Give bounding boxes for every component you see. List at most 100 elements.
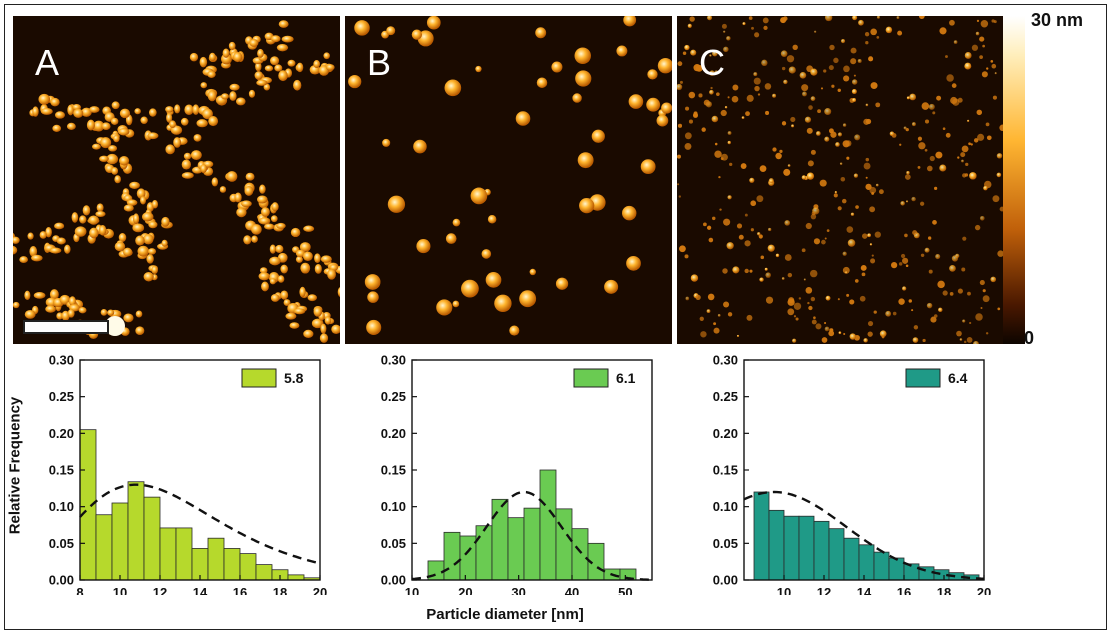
afm-particle: [677, 83, 683, 91]
afm-particle: [801, 248, 806, 253]
hist-b-xtick-label-4: 50: [618, 585, 632, 595]
hist-c-xtick-label-4: 18: [937, 585, 951, 595]
afm-particle: [281, 35, 294, 43]
afm-particle: [786, 55, 795, 63]
afm-particle: [726, 36, 731, 41]
afm-particle: [835, 142, 840, 147]
afm-particle: [123, 313, 134, 323]
afm-particle: [146, 254, 154, 264]
afm-particle: [81, 107, 92, 117]
afm-particle: [809, 269, 818, 278]
afm-particle: [45, 305, 56, 313]
afm-particle: [626, 255, 641, 271]
afm-particle: [209, 52, 216, 62]
afm-particle: [749, 177, 755, 183]
afm-particle: [850, 58, 857, 65]
afm-particle: [61, 310, 70, 321]
hist-a-ytick-label-0: 0.00: [49, 573, 74, 588]
afm-particle: [183, 152, 192, 160]
afm-particle: [255, 61, 262, 72]
hist-b-bar-8: [555, 508, 573, 581]
hist-b-bar-3: [475, 525, 493, 581]
hist-a-ytick-label-3: 0.15: [49, 463, 74, 478]
afm-particle: [852, 16, 858, 21]
afm-particle: [783, 16, 788, 21]
afm-particle: [981, 71, 988, 78]
afm-particle: [982, 289, 986, 293]
afm-particle: [245, 172, 255, 181]
hist-c-bar-4: [813, 520, 830, 581]
afm-particle: [136, 188, 146, 199]
afm-particle: [775, 253, 780, 258]
afm-particle: [964, 62, 972, 70]
afm-particle: [535, 27, 547, 39]
afm-particle: [257, 48, 264, 58]
afm-particle: [744, 213, 748, 217]
afm-particle: [49, 289, 59, 300]
afm-particle: [876, 16, 880, 19]
hist-a-bar-3: [127, 481, 145, 581]
afm-particle: [731, 95, 739, 103]
afm-particle: [840, 176, 846, 182]
afm-particle: [873, 310, 877, 314]
hist-c-bar-2: [783, 515, 800, 581]
afm-particle: [826, 229, 830, 233]
afm-particle: [161, 216, 170, 227]
afm-particle: [891, 262, 898, 269]
afm-particle: [207, 90, 217, 102]
afm-image-a: A: [13, 16, 340, 344]
afm-particle: [824, 237, 827, 240]
afm-particle: [867, 233, 871, 238]
hist-a-fit-curve: [79, 483, 321, 565]
afm-particle: [259, 184, 266, 194]
height-colorbar: [1003, 16, 1025, 344]
afm-particle: [897, 30, 903, 36]
afm-particle: [767, 244, 775, 252]
afm-particle: [274, 64, 283, 72]
afm-particle: [934, 186, 938, 191]
afm-particle: [787, 272, 793, 278]
afm-particle: [13, 236, 20, 244]
afm-particle: [951, 83, 957, 88]
afm-particle: [838, 331, 842, 335]
afm-particle: [100, 137, 112, 149]
afm-particle: [862, 233, 868, 239]
afm-particle: [366, 319, 382, 335]
afm-particle: [801, 175, 807, 180]
afm-particle: [677, 154, 681, 159]
afm-particle: [444, 79, 462, 97]
hist-c-bar-9: [888, 557, 905, 581]
afm-particle: [815, 323, 822, 330]
afm-particle: [470, 187, 488, 205]
afm-particle: [806, 127, 813, 134]
afm-particle: [49, 247, 62, 254]
afm-particle: [278, 70, 288, 82]
afm-particle: [874, 231, 881, 238]
afm-particle: [269, 278, 277, 285]
afm-particle: [758, 234, 763, 239]
afm-particle: [319, 333, 329, 343]
afm-particle: [202, 108, 213, 120]
afm-particle: [979, 215, 985, 221]
afm-particle: [73, 108, 84, 118]
afm-particle: [707, 293, 715, 301]
afm-particle: [815, 131, 821, 136]
afm-particle: [781, 121, 787, 126]
afm-particle: [863, 118, 870, 125]
afm-particle: [903, 126, 907, 130]
afm-particle: [726, 242, 734, 250]
afm-particle: [387, 195, 406, 213]
afm-particle: [699, 316, 704, 321]
afm-particle: [901, 257, 909, 264]
afm-particle: [976, 109, 983, 116]
afm-particle: [759, 277, 764, 282]
afm-particle: [823, 69, 827, 73]
afm-particle: [805, 222, 812, 230]
afm-particle: [802, 91, 807, 97]
afm-particle: [354, 20, 370, 36]
afm-particle: [452, 300, 460, 308]
afm-particle: [957, 156, 960, 159]
hist-c-legend-label: 6.4: [948, 370, 968, 386]
afm-particle: [574, 47, 591, 65]
afm-particle: [768, 178, 774, 184]
